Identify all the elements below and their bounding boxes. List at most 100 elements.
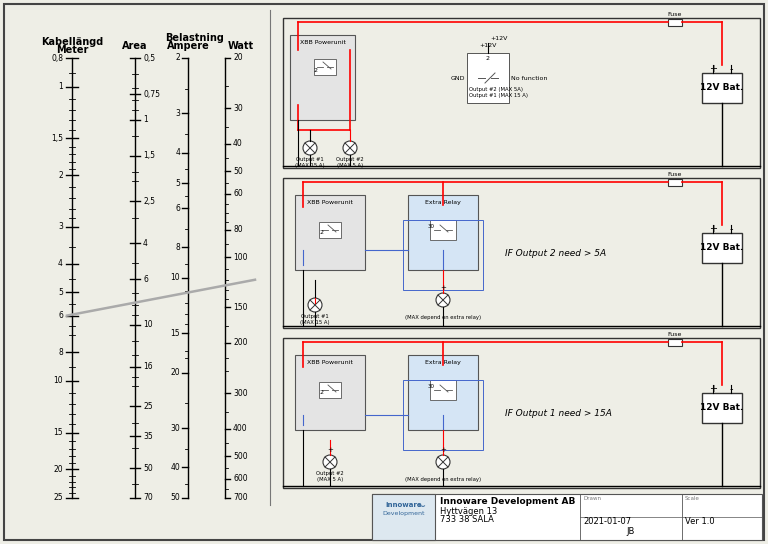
- Text: +: +: [709, 224, 717, 234]
- Text: 50: 50: [170, 493, 180, 503]
- Text: Belastning: Belastning: [166, 33, 224, 43]
- Bar: [702, 233, 742, 263]
- Bar: [295, 195, 365, 270]
- Text: 4: 4: [143, 239, 148, 248]
- Text: Output #2 (MAX 5A): Output #2 (MAX 5A): [469, 88, 523, 92]
- Bar: [295, 355, 365, 430]
- Text: 4: 4: [58, 259, 63, 268]
- Text: 1,5: 1,5: [51, 134, 63, 143]
- Text: Ver 1.0: Ver 1.0: [685, 517, 715, 527]
- Circle shape: [436, 455, 450, 469]
- Text: Fuse: Fuse: [668, 331, 682, 337]
- Text: 80: 80: [233, 225, 243, 234]
- Bar: [702, 73, 742, 103]
- Text: 3: 3: [58, 222, 63, 231]
- Text: Development: Development: [382, 511, 425, 516]
- Text: IF Output 1 need > 15A: IF Output 1 need > 15A: [505, 409, 612, 417]
- Text: 50: 50: [233, 167, 243, 176]
- Text: 30: 30: [170, 424, 180, 432]
- Text: 2: 2: [175, 53, 180, 63]
- Circle shape: [343, 141, 357, 155]
- Text: Ampere: Ampere: [167, 41, 210, 51]
- Circle shape: [323, 455, 337, 469]
- Bar: [668, 338, 682, 345]
- Text: (MAX depend on extra relay): (MAX depend on extra relay): [405, 477, 481, 482]
- Text: XBB Powerunit: XBB Powerunit: [307, 360, 353, 365]
- Bar: [314, 59, 336, 75]
- Text: XBB Powerunit: XBB Powerunit: [300, 40, 346, 45]
- Text: 1,5: 1,5: [143, 151, 155, 160]
- Bar: [283, 18, 760, 168]
- Text: Kabellängd: Kabellängd: [41, 37, 103, 47]
- Text: 0,5: 0,5: [143, 53, 155, 63]
- Text: 2,5: 2,5: [143, 197, 155, 206]
- Bar: [430, 220, 456, 240]
- Text: 0,8: 0,8: [51, 53, 63, 63]
- Bar: [403, 220, 483, 290]
- Text: 12V Bat.: 12V Bat.: [700, 244, 743, 252]
- Text: 2: 2: [319, 231, 323, 236]
- Text: 600: 600: [233, 474, 247, 484]
- Text: Scale: Scale: [685, 496, 700, 500]
- Text: +: +: [327, 447, 333, 453]
- Text: Output #1: Output #1: [296, 157, 324, 162]
- Text: (MAX 5 A): (MAX 5 A): [317, 477, 343, 482]
- Text: 2: 2: [486, 55, 490, 60]
- Bar: [290, 35, 355, 120]
- Circle shape: [436, 293, 450, 307]
- Bar: [403, 380, 483, 450]
- Text: -: -: [730, 224, 733, 234]
- Text: Output #2: Output #2: [336, 157, 364, 162]
- Text: Extra Relay: Extra Relay: [425, 360, 461, 365]
- Text: 4: 4: [175, 149, 180, 157]
- Text: 12V Bat.: 12V Bat.: [700, 83, 743, 92]
- Text: 60: 60: [233, 189, 243, 199]
- Text: 2021-01-07: 2021-01-07: [583, 517, 631, 527]
- Text: 400: 400: [233, 424, 247, 433]
- Circle shape: [303, 141, 317, 155]
- Text: 6: 6: [58, 311, 63, 320]
- Text: Meter: Meter: [56, 45, 88, 55]
- Text: 6: 6: [175, 203, 180, 213]
- Text: 25: 25: [143, 402, 153, 411]
- Text: Area: Area: [122, 41, 147, 51]
- Text: Output #2: Output #2: [316, 471, 344, 476]
- Text: 2: 2: [319, 391, 323, 395]
- Text: 50: 50: [143, 463, 153, 473]
- Text: 8: 8: [58, 348, 63, 357]
- Text: Output #1: Output #1: [301, 314, 329, 319]
- Text: 30: 30: [428, 385, 435, 390]
- Text: 6: 6: [143, 275, 148, 284]
- Text: GND: GND: [451, 76, 465, 81]
- Text: 30: 30: [428, 225, 435, 230]
- Text: (MAX 15 A): (MAX 15 A): [295, 163, 325, 168]
- Text: No function: No function: [511, 76, 548, 81]
- Text: 16: 16: [143, 362, 153, 371]
- Text: 10: 10: [53, 376, 63, 385]
- Text: 3: 3: [175, 109, 180, 118]
- Text: -: -: [730, 384, 733, 394]
- Bar: [467, 53, 509, 103]
- Text: JB: JB: [627, 528, 635, 536]
- Text: 1: 1: [58, 82, 63, 91]
- Text: 15: 15: [170, 329, 180, 338]
- Text: ~: ~: [417, 502, 427, 512]
- Text: 35: 35: [143, 432, 153, 441]
- Text: 500: 500: [233, 452, 247, 461]
- Bar: [430, 380, 456, 400]
- Text: 2: 2: [314, 67, 318, 72]
- Text: 0,75: 0,75: [143, 90, 160, 98]
- Text: 10: 10: [143, 320, 153, 329]
- Text: +: +: [709, 64, 717, 74]
- Bar: [319, 222, 341, 238]
- Text: 70: 70: [143, 493, 153, 503]
- Text: 30: 30: [233, 104, 243, 113]
- Text: innoware: innoware: [386, 502, 422, 508]
- Bar: [408, 355, 478, 430]
- Text: 150: 150: [233, 303, 247, 312]
- Text: 300: 300: [233, 388, 247, 398]
- Text: IF Output 2 need > 5A: IF Output 2 need > 5A: [505, 249, 606, 257]
- Text: (MAX 5 A): (MAX 5 A): [337, 163, 363, 168]
- Text: Hyttvägen 13: Hyttvägen 13: [440, 506, 497, 516]
- Text: 20: 20: [233, 53, 243, 63]
